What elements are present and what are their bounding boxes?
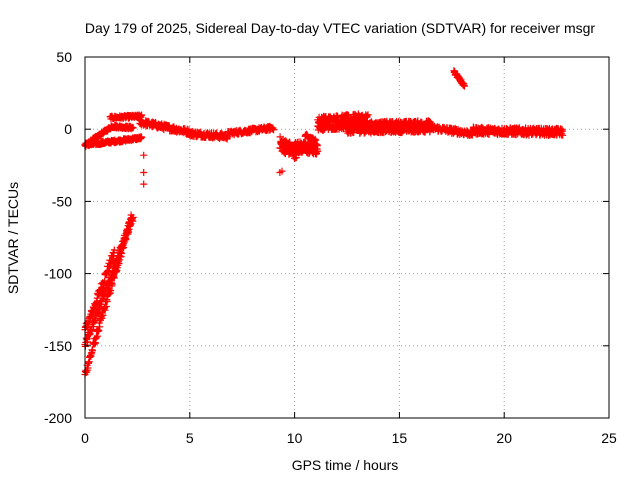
data-point [138, 111, 146, 119]
data-point [312, 136, 320, 144]
y-tick-label: 50 [56, 49, 72, 65]
data-point [101, 277, 109, 285]
data-point [460, 82, 468, 90]
data-point [89, 347, 96, 355]
y-tick-label: 0 [64, 121, 72, 137]
y-axis-label: SDTVAR / TECUs [5, 182, 21, 294]
data-point [92, 333, 100, 341]
y-tick-label: -150 [44, 338, 72, 354]
x-tick-label: 0 [81, 430, 89, 446]
data-point [559, 131, 567, 139]
data-point [101, 306, 109, 314]
data-point [140, 169, 148, 176]
data-point [88, 326, 96, 334]
y-tick-labels: 50 0 -50 -100 -150 -200 [44, 49, 72, 426]
data-point [107, 287, 115, 295]
data-point [278, 167, 286, 175]
x-tick-label: 25 [601, 430, 617, 446]
data-point [127, 211, 135, 219]
data-point [364, 111, 372, 119]
data-point [96, 323, 104, 331]
data-point [92, 315, 99, 323]
data-points [81, 67, 567, 378]
y-tick-label: -50 [52, 193, 72, 209]
data-point [95, 327, 103, 335]
data-point [103, 297, 111, 305]
data-point [129, 124, 137, 132]
x-tick-label: 20 [496, 430, 512, 446]
data-point [138, 133, 146, 141]
plot-frame [84, 56, 610, 419]
data-point [102, 303, 110, 310]
y-tick-label: -200 [44, 410, 72, 426]
x-tick-labels: 0 5 10 15 20 25 [81, 430, 617, 446]
x-tick-label: 15 [392, 430, 408, 446]
data-point [108, 280, 116, 288]
data-point [140, 151, 148, 159]
y-tick-label: -100 [44, 266, 72, 282]
data-point [140, 180, 148, 188]
x-tick-label: 5 [186, 430, 194, 446]
data-point [105, 267, 112, 275]
axis-ticks [84, 56, 610, 419]
x-tick-label: 10 [287, 430, 303, 446]
data-point [98, 285, 106, 293]
data-point [110, 274, 118, 282]
data-point [110, 246, 118, 254]
chart-title: Day 179 of 2025, Sidereal Day-to-day VTE… [85, 20, 595, 36]
data-point [118, 250, 125, 257]
data-point [270, 126, 278, 134]
x-axis-label: GPS time / hours [292, 457, 399, 473]
data-point [292, 154, 300, 162]
data-point [314, 147, 322, 155]
data-point [124, 229, 132, 237]
data-point [120, 244, 128, 252]
